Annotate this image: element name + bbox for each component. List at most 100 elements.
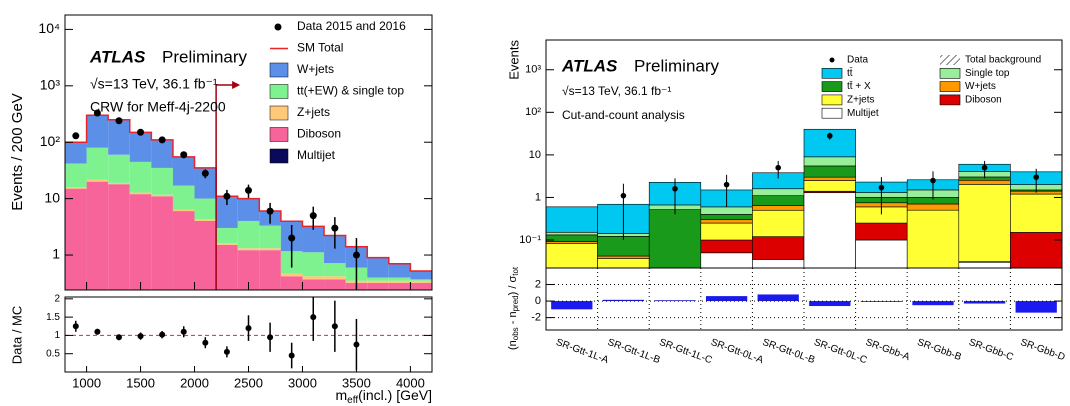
stack-bar <box>194 198 217 220</box>
legend-label: Z+jets <box>847 95 875 106</box>
y-tick-label: 1 <box>54 330 60 341</box>
stack-bar <box>649 276 701 312</box>
legend-swatch <box>821 94 843 106</box>
stack-bar <box>1010 232 1062 268</box>
region: CRW for Meff-4j-2200 <box>90 99 226 115</box>
stack-bar <box>65 188 87 290</box>
legend-label: tt̄ + X <box>847 80 871 92</box>
stack-bar <box>388 282 411 290</box>
stack-bar <box>410 279 432 281</box>
stack-bar <box>803 192 856 268</box>
legend-swatch <box>821 81 843 92</box>
stack-bar <box>367 290 389 351</box>
stack-bar <box>906 203 960 211</box>
stack-bar <box>597 255 650 259</box>
experiment: ATLAS <box>561 56 618 75</box>
data-point <box>309 212 317 220</box>
stack-bar <box>1010 193 1062 233</box>
stack-bar <box>237 220 260 249</box>
legend-label: tt(+EW) & single top <box>297 84 404 98</box>
x-tick-label: SR-Gtt-1L-C <box>658 337 714 366</box>
y-tick-label: 10³ <box>525 64 541 76</box>
data-point <box>672 185 678 192</box>
y-tick-label: 10² <box>40 133 61 149</box>
legend-marker <box>829 57 835 63</box>
stack-bar <box>700 252 753 268</box>
stack-bar <box>302 279 325 290</box>
stack-bar <box>855 222 908 241</box>
stack-bar <box>86 179 109 182</box>
x-tick-label: 2000 <box>180 375 209 390</box>
stack-bar <box>597 258 650 268</box>
x-tick-label: SR-Gtt-0L-B <box>761 337 817 366</box>
stack-bar <box>151 194 173 197</box>
stack-bar <box>129 161 152 193</box>
stack-bar <box>546 234 598 242</box>
ratio-bar <box>1015 301 1057 313</box>
stack-bar <box>410 280 432 283</box>
stack-bar <box>855 239 908 268</box>
stack-bar <box>216 243 238 245</box>
legend-label: Multijet <box>847 108 879 119</box>
y-tick-label: 1.5 <box>46 312 60 323</box>
y-tick-label: 10 <box>529 149 541 161</box>
stack-bar <box>87 290 109 351</box>
x-tick-label: SR-Gbb-C <box>967 337 1015 363</box>
stack-bar <box>324 276 346 280</box>
x-tick-label: SR-Gtt-1L-B <box>606 337 662 366</box>
x-tick-label: 3500 <box>342 375 371 390</box>
stack-bar <box>546 241 598 244</box>
ratio-label: Data / MC <box>9 306 24 365</box>
legend-marker <box>274 23 282 31</box>
legend-label: Data <box>847 55 869 66</box>
stack-bar <box>958 179 1011 185</box>
stack-bar <box>324 263 346 277</box>
data-point <box>158 136 166 144</box>
legend-label: SM Total <box>297 41 343 55</box>
stack-bar <box>546 206 598 233</box>
data-point <box>1033 174 1039 180</box>
x-tick-label: SR-Gbb-D <box>1019 337 1067 363</box>
ratio-label-sub: obs <box>511 327 520 340</box>
legend-label: Total background <box>965 55 1041 66</box>
legend-swatch <box>269 148 289 164</box>
ratio-bar <box>602 299 645 302</box>
stack-bar <box>86 115 109 148</box>
total-line <box>65 114 432 272</box>
left-plot: 1 10 10² 10³ 10⁴ 0.5 1 1.5 2 1000 1500 2000 2500 3000… <box>38 14 433 390</box>
y-label: Events <box>506 40 521 80</box>
stack-bar <box>108 119 130 155</box>
stack-bar <box>151 290 173 351</box>
data-point <box>775 164 781 171</box>
ratio-bar <box>860 301 903 302</box>
ratio-label-part: ) / σ <box>507 276 519 296</box>
legend-swatch <box>269 62 289 78</box>
ratio-label-sub: tot <box>511 266 520 276</box>
ratio-point <box>180 328 187 335</box>
x-tick-label: 1500 <box>126 375 155 390</box>
stack-bar <box>172 209 195 212</box>
stack-bar <box>700 206 753 215</box>
stack-bar <box>324 235 346 264</box>
stack-bar <box>388 263 411 278</box>
stack-bar <box>172 211 195 290</box>
stack-bar <box>700 219 753 224</box>
stack-bar <box>700 222 753 241</box>
stack-bar <box>958 184 1011 262</box>
x-tick-label: SR-Gtt-0L-C <box>812 337 868 366</box>
stack-bar <box>216 227 238 244</box>
ratio-point <box>223 348 230 355</box>
stack-bar <box>367 280 389 283</box>
data-point <box>827 133 833 139</box>
ratio-bar <box>757 294 799 302</box>
stack-bar <box>906 267 960 268</box>
stack-bar <box>302 276 325 280</box>
legend-swatch <box>821 68 843 79</box>
legend-swatch <box>269 127 289 142</box>
data-point <box>878 184 885 191</box>
ratio-bar <box>551 301 593 310</box>
ratio-point <box>137 333 144 340</box>
stack-bar <box>129 192 152 195</box>
stack-bar <box>546 267 598 268</box>
ratio-point <box>72 323 79 330</box>
